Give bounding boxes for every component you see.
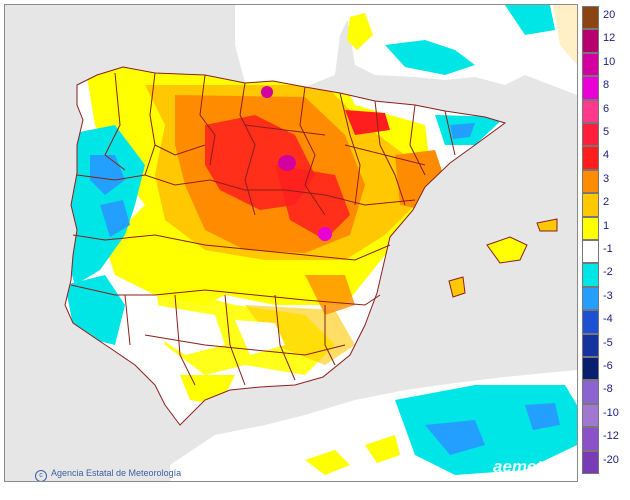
africa-corner — [553, 5, 577, 65]
ibiza — [449, 277, 465, 297]
legend-swatch — [582, 99, 599, 123]
legend-label: 10 — [603, 55, 616, 68]
legend-label: -6 — [603, 360, 613, 372]
france-land — [235, 5, 350, 87]
legend-swatch — [582, 427, 599, 451]
legend-label: -12 — [603, 430, 619, 443]
legend-label: -2 — [603, 266, 613, 279]
legend-swatch — [582, 193, 599, 217]
france-yellow-patch — [347, 13, 373, 50]
france-cyan-patch — [385, 40, 475, 75]
legend-label: 5 — [603, 126, 610, 138]
legend-label: 12 — [603, 32, 616, 45]
legend-label: 3 — [603, 172, 610, 185]
legend-label: -4 — [603, 313, 613, 326]
legend-label: -3 — [603, 289, 613, 302]
legend-swatch — [582, 52, 599, 77]
legend-label: 8 — [603, 79, 610, 92]
legend-swatch — [582, 263, 599, 287]
copyright-icon: c — [35, 470, 47, 481]
legend-swatch — [582, 310, 599, 334]
legend-swatch — [582, 123, 599, 147]
anomaly-map: c Agencia Estatal de Meteorología aemet — [4, 4, 578, 482]
legend-swatch — [582, 216, 599, 240]
legend-swatch — [582, 450, 599, 474]
africa-blue — [425, 420, 485, 455]
legend-swatch — [582, 240, 599, 264]
legend-swatch — [582, 380, 599, 404]
africa-yellow — [305, 450, 350, 475]
legend-label: 6 — [603, 102, 610, 115]
legend-label: 2 — [603, 196, 610, 209]
legend-swatch — [582, 169, 599, 194]
legend-label: -1 — [603, 243, 613, 255]
legend-swatch — [582, 403, 599, 428]
legend-swatch — [582, 76, 599, 100]
legend-label: 1 — [603, 219, 610, 232]
legend-swatch — [582, 29, 599, 53]
france-land-east — [345, 5, 577, 95]
legend-label: 20 — [603, 9, 616, 21]
legend-swatch — [582, 357, 599, 381]
legend-label: -5 — [603, 336, 613, 349]
credit-text: Agencia Estatal de Meteorología — [51, 468, 182, 478]
legend-swatch — [582, 286, 599, 311]
legend-label: -8 — [603, 383, 613, 396]
mallorca — [487, 237, 527, 263]
province-borders — [64, 66, 558, 426]
legend-swatch — [582, 146, 599, 170]
credit-label: c Agencia Estatal de Meteorología — [35, 468, 182, 481]
legend-label: 4 — [603, 149, 610, 162]
africa-yellow-2 — [365, 435, 400, 463]
legend-label: -20 — [603, 453, 619, 466]
france-cyan-patch-2 — [505, 5, 555, 35]
color-legend: 20 12 10 8 6 5 4 3 2 1 -1 -2 -3 -4 -5 -6 -8 -10 -12 -20 — [582, 6, 626, 476]
legend-swatch — [582, 333, 599, 357]
aemet-logo: aemet — [493, 457, 543, 476]
legend-label: -10 — [603, 406, 619, 419]
africa-blue-2 — [525, 403, 560, 430]
legend-swatch — [582, 6, 599, 30]
